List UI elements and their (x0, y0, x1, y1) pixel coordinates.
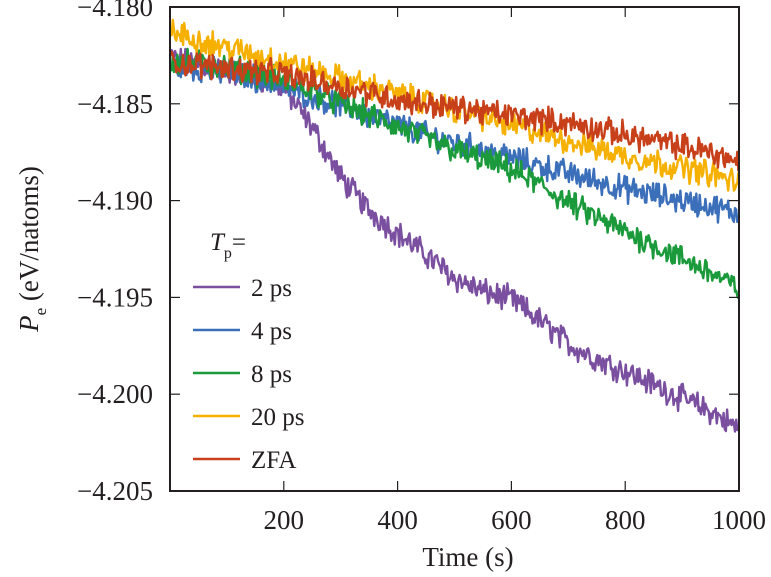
legend-label: 4 ps (251, 318, 292, 345)
legend: Tp= 2 ps 4 ps 8 ps 20 ps ZFA (193, 229, 304, 474)
y-axis-units: (eV/natoms) (14, 166, 44, 308)
y-tick-label: −4.195 (77, 282, 153, 312)
legend-label: 2 ps (251, 275, 292, 302)
y-axis-subscript: e (31, 308, 50, 316)
legend-label: 8 ps (251, 361, 292, 388)
series-layer (169, 18, 740, 433)
ticks-layer (170, 7, 739, 491)
x-tick-label: 1000 (712, 505, 766, 535)
series-line-8-ps (169, 47, 740, 299)
legend-title-suffix: = (232, 229, 246, 256)
legend-label: 20 ps (251, 404, 304, 431)
plot-frame (169, 6, 740, 492)
y-axis-symbol: P (14, 315, 44, 333)
series-line-20-ps (170, 18, 740, 192)
y-axis-title: Pe (eV/natoms) (14, 166, 50, 333)
y-tick-label: −4.180 (77, 0, 153, 22)
x-tick-label: 800 (605, 505, 646, 535)
svg-text:Pe (eV/natoms): Pe (eV/natoms) (14, 166, 50, 333)
legend-title: Tp= (210, 229, 246, 262)
y-tick-label: −4.200 (77, 379, 153, 409)
tick-labels: 200 400 600 800 1000 −4.180 −4.185 −4.190 −4.195… (77, 0, 766, 535)
legend-items: 2 ps 4 ps 8 ps 20 ps ZFA (193, 275, 304, 474)
legend-title-subscript: p (224, 245, 232, 262)
y-tick-label: −4.190 (77, 186, 153, 216)
x-axis-title: Time (s) (422, 542, 513, 572)
x-tick-label: 400 (377, 505, 418, 535)
series-line-zfa (169, 50, 740, 172)
x-tick-label: 200 (264, 505, 305, 535)
legend-title-symbol: T (210, 229, 226, 256)
x-tick-label: 600 (491, 505, 532, 535)
legend-label: ZFA (251, 447, 296, 474)
y-tick-label: −4.185 (77, 89, 153, 119)
y-tick-label: −4.205 (77, 476, 153, 506)
